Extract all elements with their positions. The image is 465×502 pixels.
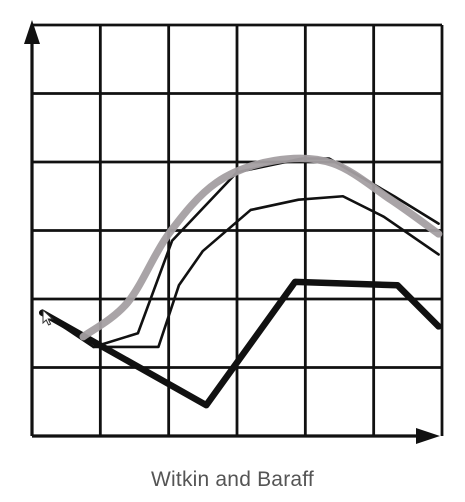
figure-caption: Witkin and Baraff xyxy=(0,468,465,492)
grid xyxy=(32,25,442,436)
series-line-thick-gray xyxy=(83,158,438,336)
x-axis-arrow-icon xyxy=(416,428,440,444)
line-chart xyxy=(0,0,465,465)
axes xyxy=(24,20,440,444)
